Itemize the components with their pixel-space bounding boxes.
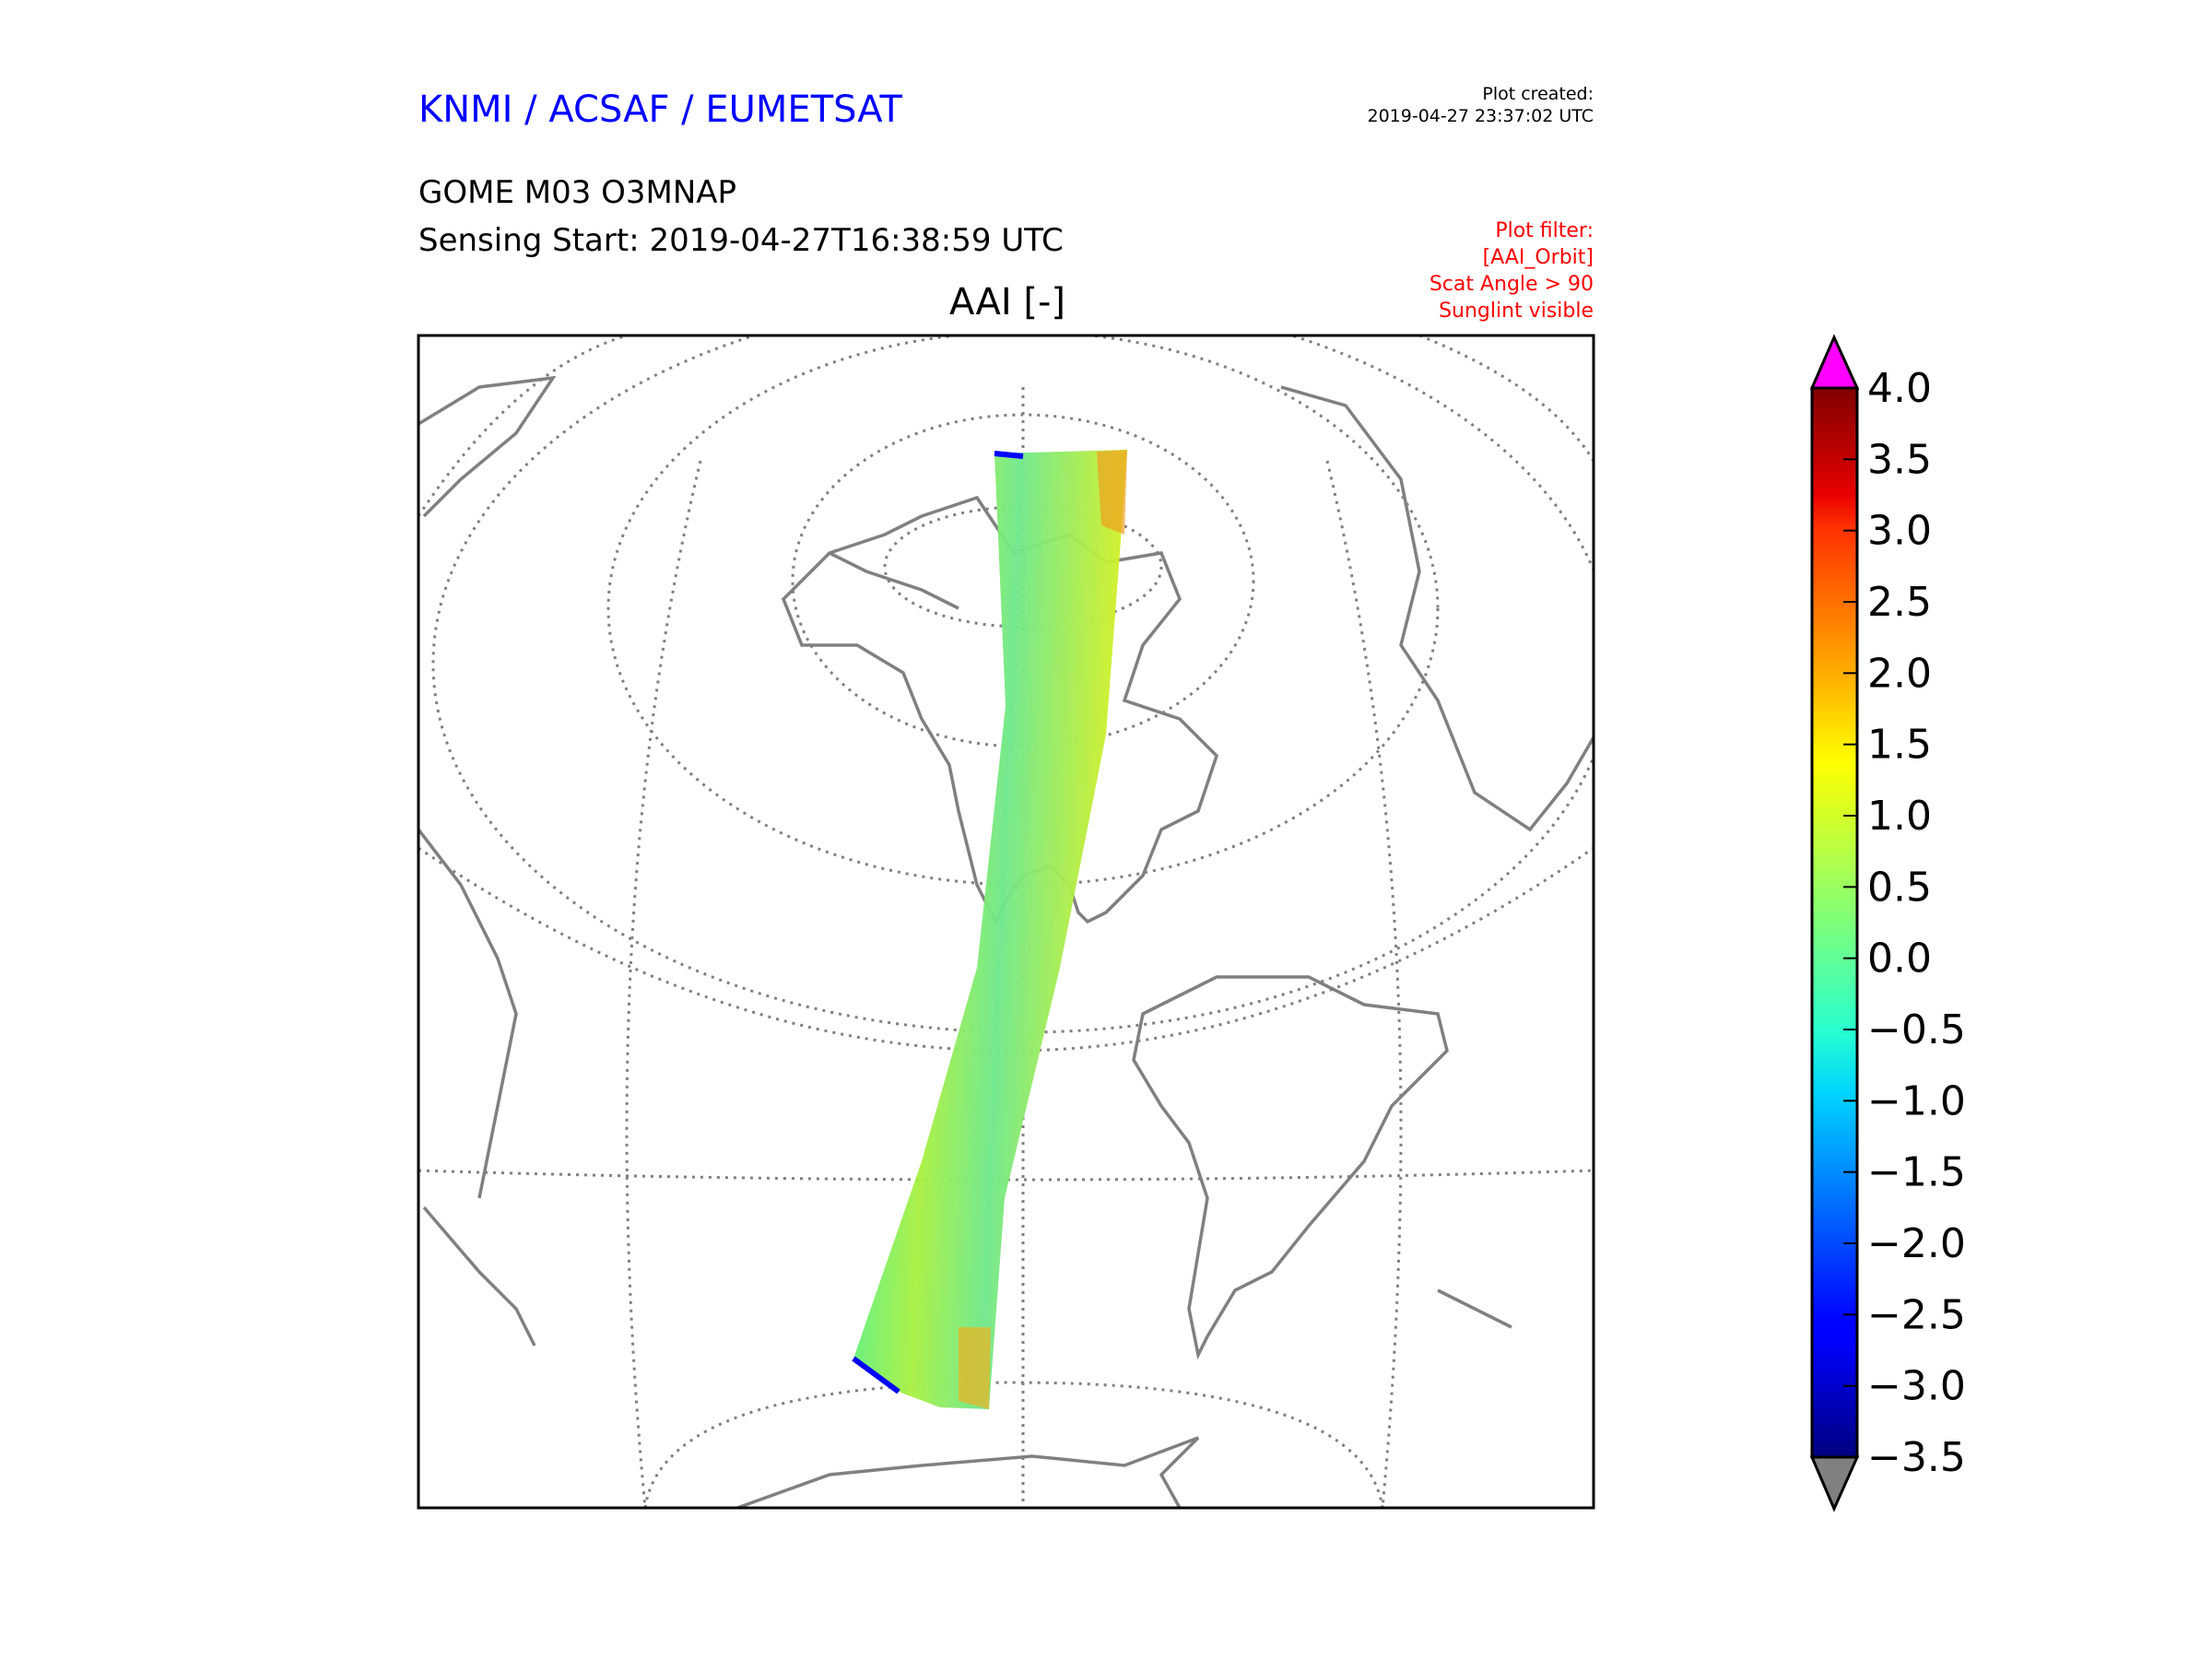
filter-line: Sunglint visible: [1439, 300, 1594, 323]
swath-low-edge: [852, 1356, 900, 1394]
colorbar-tick-label: 2.0: [1867, 650, 1932, 697]
colorbar-tick-label: 3.0: [1867, 508, 1932, 555]
colorbar-gradient: [1810, 386, 1859, 1459]
filter-line: Scat Angle > 90: [1430, 273, 1594, 296]
colorbar-tick-label: 2.5: [1867, 579, 1932, 626]
colorbar-tick-label: 1.0: [1867, 793, 1932, 840]
colorbar-tick-label: −1.5: [1867, 1149, 1966, 1196]
colorbar-tick-label: 1.5: [1867, 722, 1932, 769]
brand-title: KNMI / ACSAF / EUMETSAT: [418, 88, 903, 131]
coastlines: [418, 375, 1594, 1508]
colorbar-tick-label: −3.0: [1867, 1363, 1966, 1410]
map: [418, 335, 1594, 1508]
swath-high-edge: [959, 1327, 991, 1409]
colorbar-tick-label: −1.0: [1867, 1077, 1966, 1124]
swath-low-edge: [994, 451, 1024, 459]
colorbar-tick-label: −3.5: [1867, 1434, 1966, 1481]
plot-created-label: Plot created:: [1482, 84, 1594, 104]
filter-line: Plot filter:: [1495, 219, 1594, 242]
map-title: AAI [-]: [949, 281, 1065, 324]
colorbar-tick-label: 4.0: [1867, 365, 1932, 412]
colorbar-tick-label: −0.5: [1867, 1006, 1966, 1053]
colorbar-tick-label: −2.0: [1867, 1220, 1966, 1267]
plot-created-time: 2019-04-27 23:37:02 UTC: [1368, 106, 1594, 126]
map-frame: [417, 334, 1595, 1510]
colorbar-over-extension: [1809, 334, 1860, 390]
plot-filter: Plot filter: [AAI_Orbit] Scat Angle > 90…: [1430, 219, 1594, 323]
filter-line: [AAI_Orbit]: [1483, 246, 1594, 269]
colorbar-under-extension: [1809, 1455, 1860, 1512]
swath-high-edge: [1097, 450, 1127, 535]
sensing-start: Sensing Start: 2019-04-27T16:38:59 UTC: [418, 222, 1064, 259]
colorbar: 4.0 3.5 3.0 2.5 2.0 1.5 1.0 0.5 0.0 −0.5 −1.0 −1.5 −…: [1809, 334, 1966, 1512]
colorbar-tick-label: 0.5: [1867, 864, 1932, 911]
product-title: GOME M03 O3MNAP: [418, 174, 736, 211]
colorbar-tick-label: 0.0: [1867, 935, 1932, 982]
colorbar-tick-label: −2.5: [1867, 1291, 1966, 1338]
colorbar-tick-label: 3.5: [1867, 436, 1932, 483]
orbit-swath: [853, 450, 1127, 1409]
